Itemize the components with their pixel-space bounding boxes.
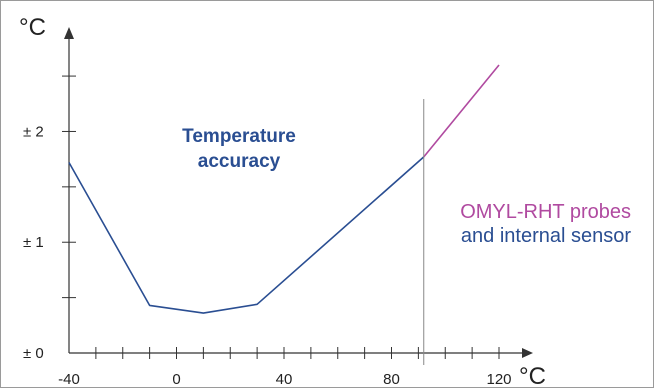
chart-title-line1: Temperature: [182, 126, 296, 147]
y-axis-label: °C: [19, 14, 46, 41]
chart-title-line2: accuracy: [198, 151, 281, 172]
tick-labels: -40 0 40 80 120 ± 0 ± 1 ± 2: [23, 123, 512, 388]
tick-marks: [62, 75, 500, 359]
y-tick-label: ± 1: [23, 234, 44, 251]
y-axis-arrow: [64, 27, 74, 39]
x-tick-label: 0: [172, 371, 180, 388]
series-line-2: [423, 64, 500, 158]
series-line-1: [68, 156, 425, 314]
y-tick-label: ± 2: [23, 123, 44, 140]
x-tick-label: 40: [276, 371, 293, 388]
x-axis-arrow: [522, 348, 533, 358]
axes: [64, 27, 533, 358]
x-tick-label: 80: [383, 371, 400, 388]
legend-line1: OMYL-RHT probes: [460, 201, 631, 223]
x-tick-label: 120: [486, 371, 511, 388]
series-layer: [68, 64, 500, 314]
x-tick-label: -40: [58, 371, 80, 388]
x-axis-label: °C: [519, 363, 546, 389]
y-tick-label: ± 0: [23, 345, 44, 362]
legend-line2: and internal sensor: [461, 225, 631, 247]
